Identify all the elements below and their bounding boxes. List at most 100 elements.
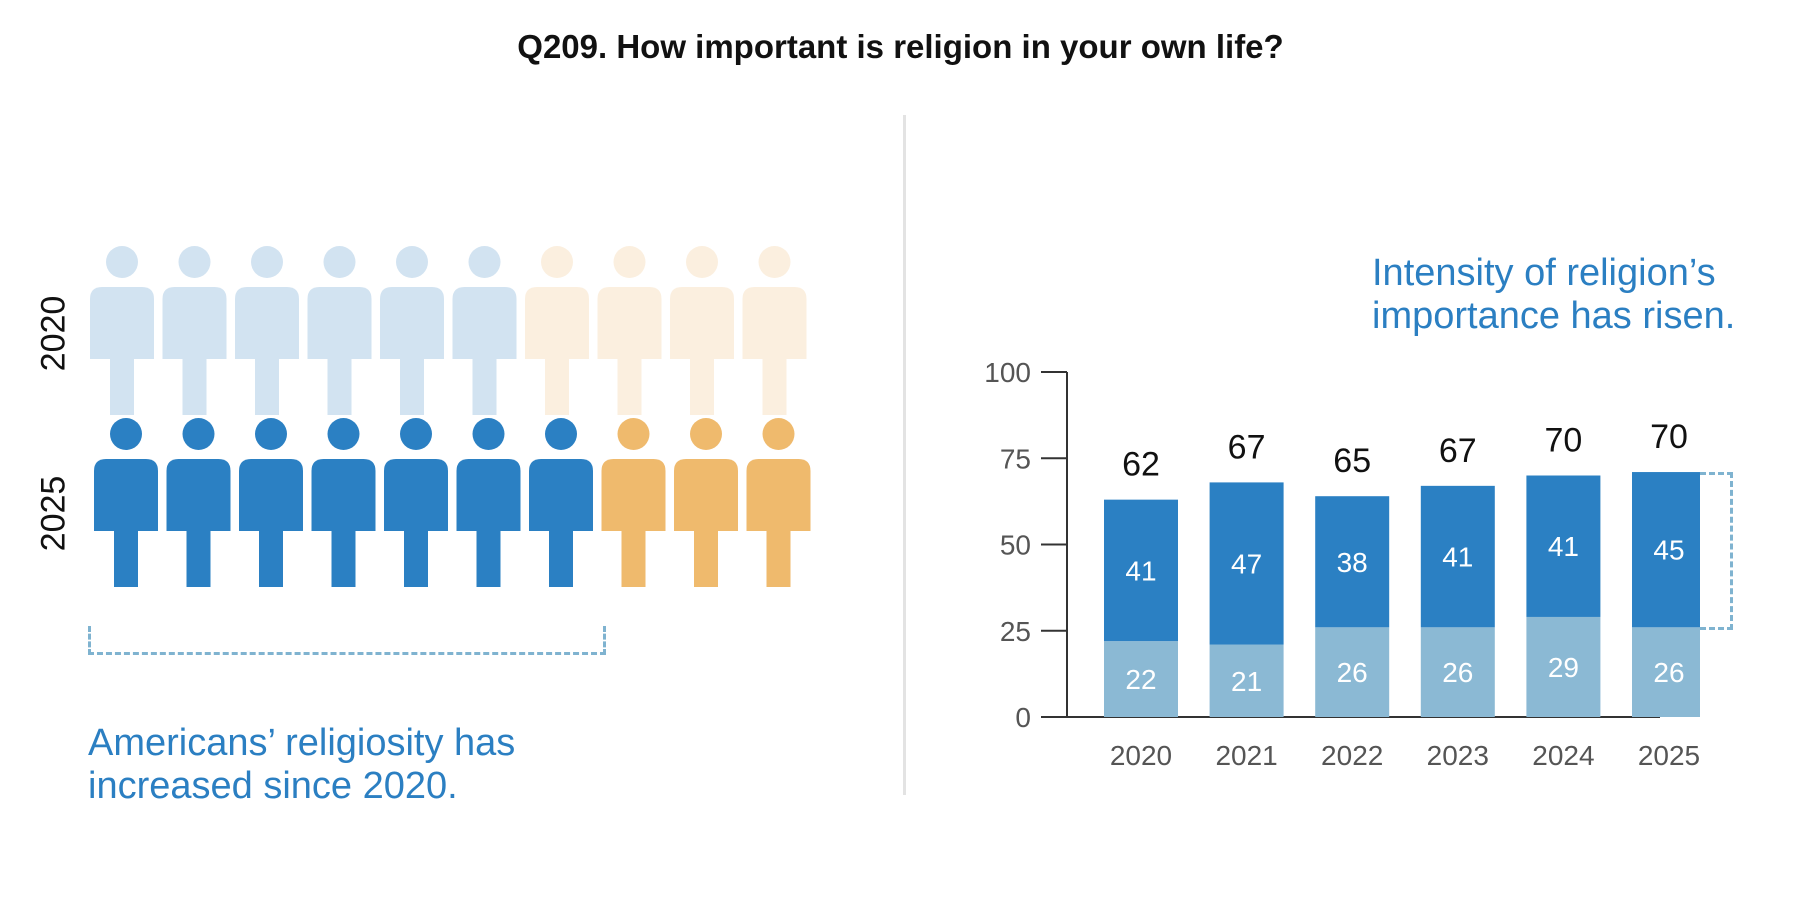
person-torso: [597, 287, 662, 359]
pictogram-bracket: [88, 626, 606, 655]
bar-value-label: 41: [1548, 531, 1579, 562]
person-head: [617, 418, 650, 450]
bar-total-label: 67: [1228, 428, 1266, 466]
person-icon: [670, 246, 734, 415]
person-legs: [762, 358, 787, 415]
person-head: [106, 246, 138, 278]
bar-value-label: 26: [1653, 657, 1684, 688]
pictogram-note: Americans’ religiosity has increased sin…: [88, 722, 516, 807]
person-torso: [384, 459, 448, 531]
person-icon: [452, 246, 517, 415]
person-head: [686, 246, 718, 278]
bar-value-label: 21: [1231, 666, 1262, 697]
person-legs: [549, 530, 573, 587]
person-legs: [255, 358, 279, 415]
bar-segment: [1420, 485, 1495, 628]
x-tick-label: 2021: [1215, 740, 1277, 771]
person-icon: [384, 418, 448, 587]
bar-segment: [1209, 482, 1284, 645]
person-legs: [182, 358, 207, 415]
person-torso: [456, 459, 521, 531]
person-icon: [525, 246, 589, 415]
person-head: [182, 418, 215, 450]
bar-value-label: 29: [1548, 652, 1579, 683]
person-head: [400, 418, 432, 450]
bar-total-label: 62: [1122, 446, 1160, 484]
panel-divider: [903, 115, 906, 795]
x-tick-label: 2020: [1110, 740, 1172, 771]
person-icon: [311, 418, 376, 587]
bar-value-label: 41: [1442, 542, 1473, 573]
person-legs: [545, 358, 569, 415]
person-legs: [404, 530, 428, 587]
row-label-2025: 2025: [34, 475, 73, 552]
person-head: [758, 246, 791, 278]
person-torso: [94, 459, 158, 531]
person-head: [541, 246, 573, 278]
person-icon: [601, 418, 666, 587]
y-tick-label: 75: [1000, 443, 1031, 474]
person-head: [327, 418, 360, 450]
pictogram: [90, 246, 811, 587]
bar-total-label: 65: [1333, 442, 1371, 480]
chart-title: Q209. How important is religion in your …: [517, 28, 1284, 65]
person-legs: [114, 530, 138, 587]
person-torso: [307, 287, 372, 359]
bar-value-label: 45: [1653, 535, 1684, 566]
person-torso: [311, 459, 376, 531]
person-head: [255, 418, 287, 450]
person-icon: [166, 418, 231, 587]
person-torso: [166, 459, 231, 531]
bar-segment: [1526, 475, 1601, 617]
bar-value-label: 26: [1337, 657, 1368, 688]
person-torso: [90, 287, 154, 359]
person-legs: [400, 358, 424, 415]
bar-segment: [1526, 616, 1601, 717]
person-legs: [694, 530, 718, 587]
person-legs: [617, 358, 642, 415]
person-legs: [476, 530, 501, 587]
bar-segment: [1632, 627, 1700, 717]
stacked-bar-chart: 0 25 50 75 100 22 41 62 2020 21 47 67 2021 26 38 65 2022…: [984, 357, 1700, 771]
person-torso: [380, 287, 444, 359]
person-legs: [259, 530, 283, 587]
person-legs: [766, 530, 791, 587]
bar-segment: [1315, 627, 1390, 717]
person-torso: [746, 459, 811, 531]
person-head: [690, 418, 722, 450]
bar-value-label: 26: [1442, 657, 1473, 688]
person-head: [323, 246, 356, 278]
person-torso: [525, 287, 589, 359]
person-torso: [452, 287, 517, 359]
person-legs: [331, 530, 356, 587]
person-legs: [327, 358, 352, 415]
bar-segment: [1104, 499, 1178, 642]
person-legs: [472, 358, 497, 415]
person-icon: [456, 418, 521, 587]
person-icon: [674, 418, 738, 587]
person-torso: [601, 459, 666, 531]
x-tick-label: 2024: [1532, 740, 1594, 771]
bar-total-label: 67: [1439, 432, 1477, 470]
bar-segment: [1209, 644, 1284, 717]
person-icon: [597, 246, 662, 415]
bar-segment: [1104, 641, 1178, 717]
bar-value-label: 22: [1125, 664, 1156, 695]
bar-value-label: 47: [1231, 548, 1262, 579]
bar-segment: [1632, 472, 1700, 628]
person-head: [762, 418, 795, 450]
person-torso: [235, 287, 299, 359]
person-legs: [690, 358, 714, 415]
person-icon: [529, 418, 593, 587]
y-tick-label: 25: [1000, 616, 1031, 647]
bar-segment: [1315, 496, 1390, 628]
person-head: [545, 418, 577, 450]
chart-bracket: [1700, 472, 1733, 630]
chart-note: Intensity of religion’s importance has r…: [1372, 252, 1736, 337]
bar-total-label: 70: [1544, 422, 1582, 460]
person-legs: [186, 530, 211, 587]
x-tick-label: 2025: [1638, 740, 1700, 771]
person-icon: [235, 246, 299, 415]
x-tick-label: 2022: [1321, 740, 1383, 771]
row-label-2020: 2020: [34, 295, 73, 372]
